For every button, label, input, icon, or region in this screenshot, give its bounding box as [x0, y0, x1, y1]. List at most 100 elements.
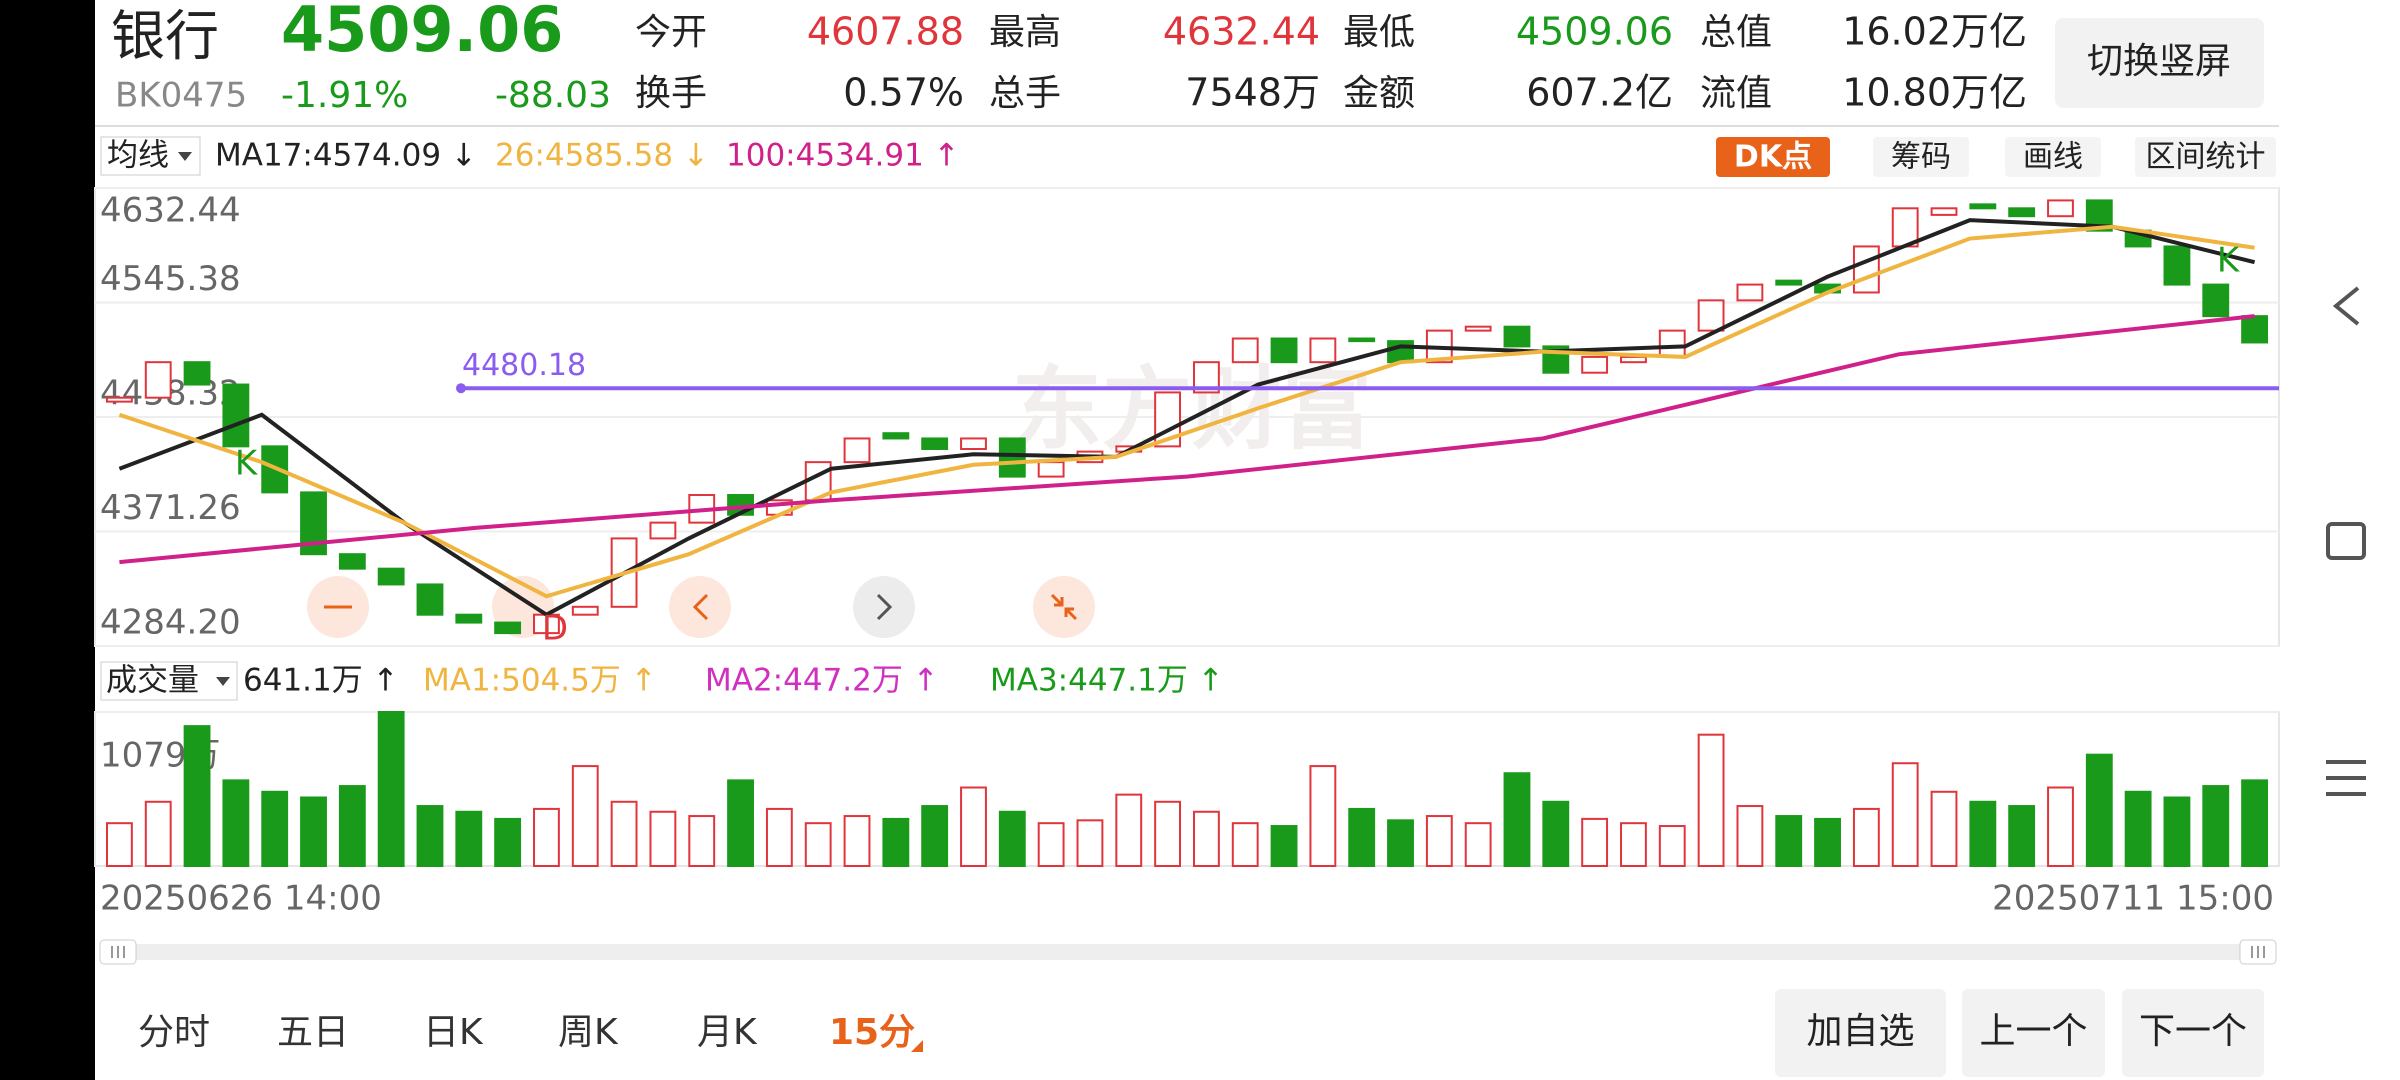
x-label: 20250711 15:00: [1992, 879, 2274, 919]
x-label: 20250626 14:00: [100, 879, 382, 919]
action-label[interactable]: 加自选: [1806, 1011, 1914, 1052]
candle-body: [882, 432, 910, 440]
tool-button[interactable]: [1716, 137, 1830, 177]
volume-bar: [1270, 825, 1298, 867]
price: 4509.06: [281, 0, 563, 66]
volume-bar: [1309, 765, 1337, 867]
tool-button-label[interactable]: 区间统计: [2146, 140, 2266, 175]
y-tick-label: 4284.20: [100, 603, 241, 643]
nav-home[interactable]: [2326, 522, 2366, 560]
control-next[interactable]: [853, 576, 915, 638]
tool-button-label[interactable]: 画线: [2023, 140, 2083, 175]
stat-value: 607.2亿: [1526, 71, 1673, 115]
nav-menu[interactable]: [2326, 760, 2366, 796]
candle-body: [2241, 315, 2269, 344]
ma-line: [119, 314, 2255, 565]
volume-bar: [1891, 762, 1919, 867]
tool-button-label[interactable]: 筹码: [1891, 140, 1951, 175]
action-label[interactable]: 上一个: [1979, 1011, 2087, 1052]
stat-label: 流值: [1700, 73, 1772, 114]
candle-body: [1969, 203, 1997, 210]
toggle-button[interactable]: [2055, 18, 2264, 108]
stat-label: 今开: [635, 12, 707, 53]
candle-body: [1270, 337, 1298, 364]
left-bar: [0, 0, 95, 1080]
volume-bar: [1581, 817, 1609, 867]
volume-bar: [377, 711, 405, 867]
control-collapse[interactable]: [1033, 576, 1095, 638]
ma-legend: 100:4534.91 ↑: [726, 138, 960, 174]
period-tab[interactable]: 15分: [829, 1012, 915, 1053]
ma-line: [118, 224, 2255, 599]
volume-selector-label[interactable]: 成交量: [106, 663, 199, 699]
candle-body: [1658, 329, 1686, 358]
volume-bar: [455, 810, 483, 867]
marker: K: [2217, 241, 2241, 281]
dropdown-arrow: [216, 677, 230, 686]
dropdown-arrow: [178, 152, 192, 161]
stat-label: 最低: [1343, 12, 1415, 53]
volume-bar: [1387, 819, 1414, 867]
control-prev[interactable]: [669, 576, 731, 638]
ma-line: [118, 218, 2256, 618]
period-tab[interactable]: 日K: [423, 1012, 484, 1053]
y-tick-label: 4632.44: [100, 191, 241, 231]
candle-body: [1387, 340, 1414, 364]
volume-bar: [261, 790, 289, 868]
y-tick-label: 4545.38: [100, 259, 241, 299]
change-pct: -1.91%: [281, 75, 408, 116]
stat-value: 4607.88: [807, 10, 964, 54]
volume-bar: [1154, 800, 1182, 867]
volume-bar: [1037, 822, 1065, 867]
candle-body: [1581, 355, 1609, 374]
volume-bar: [649, 810, 677, 867]
ma-selector-label[interactable]: 均线: [107, 138, 169, 174]
handle-grip: [111, 946, 2265, 958]
volume-bar: [1192, 810, 1220, 867]
volume-bar: [1775, 815, 1803, 867]
tool-button[interactable]: [1873, 137, 1969, 177]
icon: [876, 593, 893, 621]
ma-legend: 26:4585.58 ↓: [495, 138, 709, 174]
stat-label: 总手: [989, 73, 1061, 114]
candle-body: [921, 437, 949, 450]
candle-body: [455, 613, 483, 624]
action-button[interactable]: [2122, 989, 2264, 1077]
icon: [692, 593, 709, 621]
volume-bar: [804, 822, 832, 867]
tool-button-label[interactable]: DK点: [1734, 140, 1812, 175]
candle-body: [416, 583, 444, 616]
action-button[interactable]: [1962, 989, 2105, 1077]
nav-back[interactable]: [2332, 286, 2360, 326]
stat-value: 7548万: [1185, 71, 1320, 115]
stat-value: 16.02万亿: [1842, 10, 2027, 54]
toggle-label[interactable]: 切换竖屏: [2087, 41, 2231, 82]
stat-label: 换手: [635, 73, 707, 114]
volume-legend: MA3:447.1万 ↑: [990, 663, 1224, 699]
candle-body: [183, 361, 211, 386]
volume-bar: [2241, 779, 2269, 868]
volume-selector[interactable]: [100, 661, 238, 701]
tool-button[interactable]: [2005, 137, 2101, 177]
action-label[interactable]: 下一个: [2139, 1011, 2247, 1052]
volume-bar: [1464, 822, 1492, 867]
volume-bar: [300, 796, 327, 868]
candle-body: [1697, 299, 1725, 332]
period-tab[interactable]: 分时: [138, 1012, 210, 1053]
scroll-track[interactable]: [100, 944, 2276, 960]
period-tab[interactable]: 五日: [277, 1012, 349, 1053]
volume-bar: [2008, 805, 2036, 867]
period-tab[interactable]: 周K: [558, 1012, 619, 1053]
volume-bar: [1231, 822, 1259, 867]
candle-body: [2202, 283, 2230, 318]
candle-body: [1852, 245, 1880, 294]
stat-label: 总值: [1700, 12, 1772, 53]
stat-label: 金额: [1343, 73, 1415, 114]
candle-body: [649, 521, 677, 540]
period-tab[interactable]: 月K: [697, 1012, 758, 1053]
action-button[interactable]: [1775, 989, 1946, 1077]
volume-bar: [1503, 772, 1531, 868]
tool-button[interactable]: [2135, 137, 2276, 177]
volume-bar: [416, 805, 444, 867]
